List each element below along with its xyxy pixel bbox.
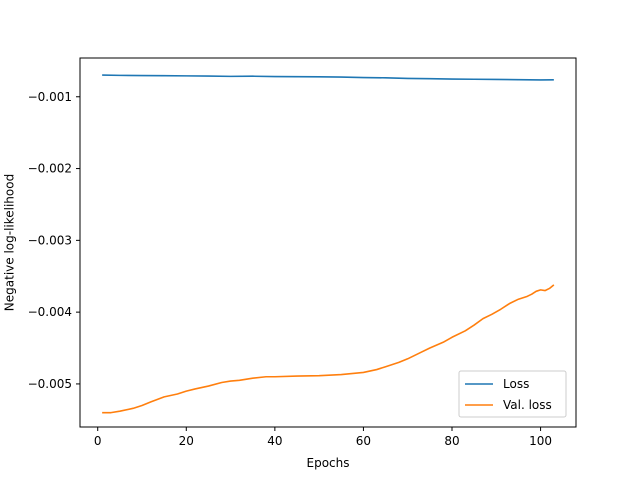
- y-axis: −0.001 −0.002 −0.003 −0.004 −0.005: [28, 90, 80, 391]
- legend-entry: Val. loss: [503, 398, 552, 412]
- y-tick-label: −0.003: [28, 233, 72, 247]
- series-line-loss: [102, 74, 554, 81]
- x-tick-label: 60: [356, 434, 371, 448]
- x-tick-label: 100: [529, 434, 552, 448]
- y-tick-label: −0.001: [28, 90, 72, 104]
- y-tick-label: −0.002: [28, 162, 72, 176]
- series-line-val-loss: [102, 284, 555, 414]
- x-axis-label: Epochs: [307, 456, 350, 470]
- legend: Loss Val. loss: [458, 370, 567, 418]
- x-tick-label: 40: [267, 434, 282, 448]
- y-tick-label: −0.004: [28, 305, 72, 319]
- x-axis: 0 20 40 60 80 100: [94, 427, 552, 448]
- x-tick-label: 0: [94, 434, 102, 448]
- axes-frame: [79, 57, 577, 428]
- x-tick-label: 20: [179, 434, 194, 448]
- series-layer: [102, 74, 555, 414]
- legend-entry: Loss: [503, 377, 529, 391]
- y-tick-label: −0.005: [28, 377, 72, 391]
- y-axis-label: Negative log-likelihood: [3, 174, 17, 311]
- x-tick-label: 80: [444, 434, 459, 448]
